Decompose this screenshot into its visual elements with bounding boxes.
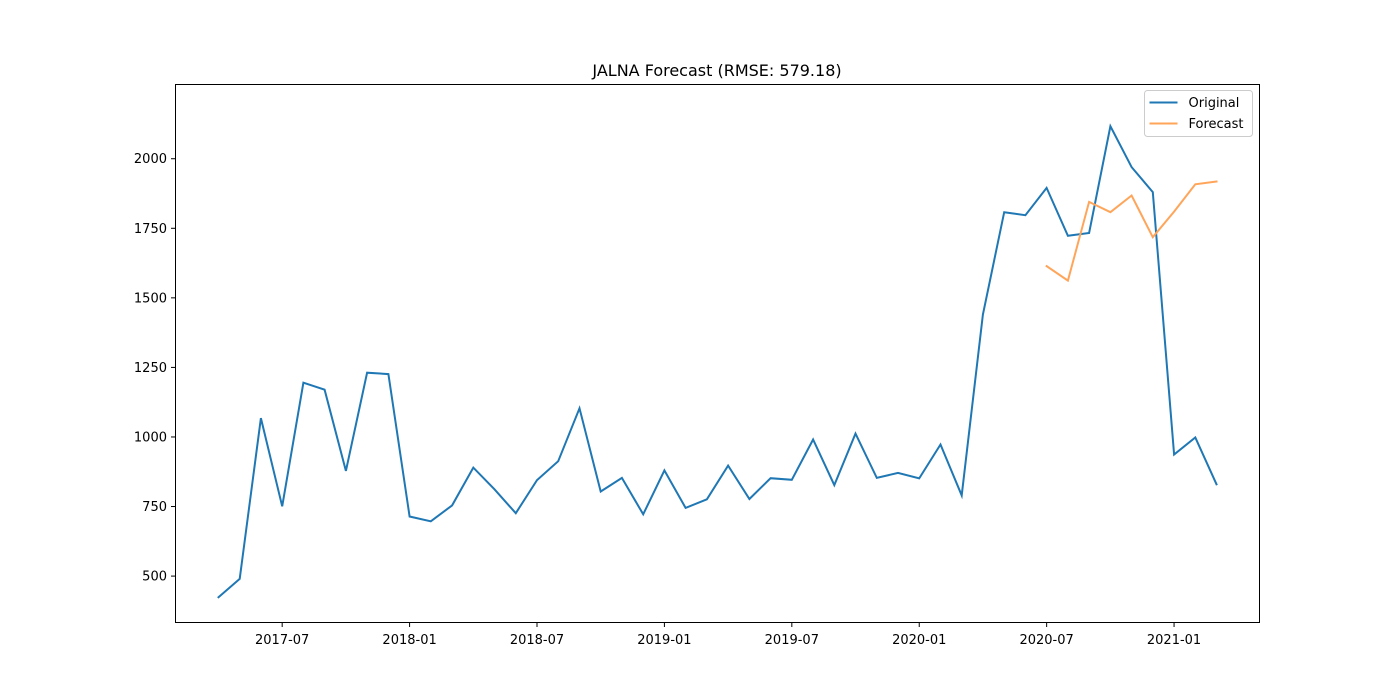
y-tick-label: 1750: [134, 222, 167, 237]
y-tick-label: 1250: [134, 361, 167, 376]
x-tick-label: 2018-07: [510, 633, 564, 648]
x-tick-label: 2018-01: [382, 633, 436, 648]
y-tick-label: 1500: [134, 291, 167, 306]
series-layer: [217, 123, 1218, 599]
x-tick-label: 2019-07: [765, 633, 819, 648]
y-tick-label: 750: [142, 500, 167, 515]
x-tick-label: 2019-01: [637, 633, 691, 648]
legend: Original Forecast: [1144, 90, 1253, 137]
x-tick-label: 2020-01: [892, 633, 946, 648]
series-line-forecast: [1045, 180, 1218, 283]
x-axis: 2017-07 2018-01 2018-07 2019-01 2019-07 2020-…: [255, 622, 1201, 648]
y-tick-label: 2000: [134, 152, 167, 167]
chart-title: JALNA Forecast (RMSE: 579.18): [591, 61, 841, 80]
plot-frame: [175, 84, 1260, 623]
series-line-original: [217, 123, 1218, 599]
legend-label-original: Original: [1189, 96, 1240, 111]
x-tick-label: 2017-07: [255, 633, 309, 648]
x-tick-label: 2020-07: [1019, 633, 1073, 648]
y-tick-label: 1000: [134, 430, 167, 445]
y-tick-label: 500: [142, 570, 167, 585]
legend-label-forecast: Forecast: [1189, 117, 1244, 132]
y-axis: 500 750 1000 1250 1500 1750 2000: [134, 152, 176, 585]
x-tick-label: 2021-01: [1147, 633, 1201, 648]
